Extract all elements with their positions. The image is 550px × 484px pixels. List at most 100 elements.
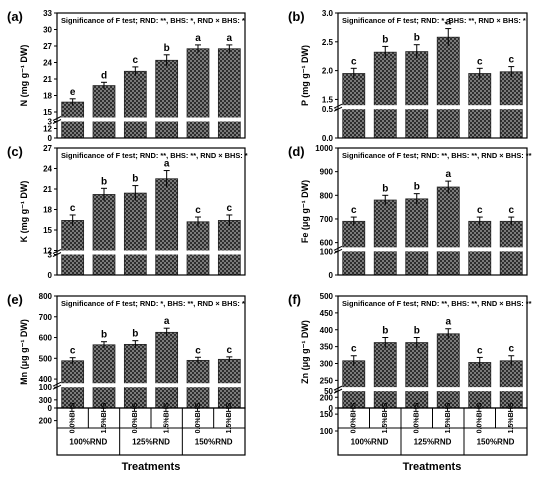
- y-tick-label: 800: [39, 292, 53, 301]
- y-tick-label: 100: [320, 427, 334, 436]
- y-tick-label: 24: [43, 165, 52, 174]
- y-tick-label: 0.0: [322, 134, 334, 143]
- y-tick-label: 400: [320, 326, 334, 335]
- y-tick-label: 0: [48, 404, 53, 413]
- plot-frame: [337, 12, 528, 139]
- y-axis-label: Zn (μg g⁻¹ DW): [300, 320, 310, 384]
- y-tick-label: 0: [329, 271, 334, 280]
- bar: [436, 36, 460, 139]
- significance-letter: c: [70, 346, 76, 357]
- y-tick-label: 12: [43, 125, 52, 134]
- bar: [92, 194, 116, 276]
- axis-break-mark: [52, 116, 62, 121]
- axis-break-mark: [333, 103, 343, 109]
- panel-label: (c): [7, 144, 23, 159]
- significance-letter: a: [164, 316, 170, 327]
- y-tick-label: 21: [43, 185, 52, 194]
- panel-a: e d c b a a 0 312 15 18 21 24 27 30 33 N (mg g⁻¹ DW) Sig…: [7, 9, 246, 143]
- y-tick-label: 100: [320, 247, 334, 256]
- significance-letter: c: [477, 205, 483, 216]
- bar: [155, 178, 179, 276]
- significance-letter: c: [508, 55, 514, 66]
- bar: [61, 220, 85, 276]
- significance-letter: e: [70, 87, 76, 98]
- significance-letter: a: [445, 169, 451, 180]
- category-label: 1.5%BHS: [508, 402, 515, 433]
- category-label: 0.0%BHS: [195, 402, 202, 433]
- panel-label: (d): [288, 144, 305, 159]
- bar: [499, 360, 523, 409]
- bar: [436, 333, 460, 409]
- bar: [373, 199, 397, 276]
- category-label: 0.0%BHS: [351, 402, 358, 433]
- x-axis-label-right: Treatments: [403, 461, 462, 473]
- bar: [468, 362, 492, 409]
- y-tick-label: 2.5: [322, 38, 334, 47]
- significance-letter: a: [164, 159, 170, 170]
- y-tick-label: 3: [48, 118, 53, 127]
- y-tick-label: 250: [320, 376, 334, 385]
- significance-letter: a: [195, 33, 201, 44]
- y-tick-label: 500: [39, 354, 53, 363]
- y-tick-label: 0: [329, 404, 334, 413]
- axis-break-band: [332, 387, 527, 392]
- group-label: 125%RND: [414, 438, 452, 447]
- group-label: 100%RND: [351, 438, 389, 447]
- significance-letter: c: [508, 205, 514, 216]
- chart-title: Significance of F test; RND: *, BHS: **,…: [342, 16, 526, 25]
- panel-label: (e): [7, 292, 23, 307]
- plot-frame: [56, 295, 246, 409]
- category-label: 1.5%BHS: [445, 402, 452, 433]
- significance-letter: c: [351, 205, 357, 216]
- y-tick-label: 700: [320, 215, 334, 224]
- panel-label: (a): [7, 9, 23, 24]
- bar: [373, 342, 397, 409]
- chart-title: Significance of F test; RND: **, BHS: **…: [342, 299, 532, 308]
- y-tick-label: 600: [39, 334, 53, 343]
- panel-b: c b b a c c 0.0 0.51.5 2.0 2.5 3.0 P (mg g⁻¹ DW) Sig…: [288, 9, 528, 143]
- bar: [186, 221, 210, 276]
- panel-label: (f): [288, 292, 301, 307]
- y-tick-label: 3: [48, 251, 53, 260]
- group-label: 100%RND: [69, 438, 107, 447]
- significance-letter: b: [382, 183, 388, 194]
- y-axis-label: N (mg g⁻¹ DW): [19, 45, 29, 107]
- x-axis-label-left: Treatments: [122, 461, 181, 473]
- significance-letter: b: [101, 330, 107, 341]
- axis-break-band: [332, 105, 527, 110]
- y-tick-label: 0: [48, 271, 53, 280]
- panel-f: c b b a c c 0 50 100 150 200 250 300 350 400 450 500 Zn (…: [288, 292, 532, 456]
- y-tick-label: 300: [39, 396, 53, 405]
- significance-letter: c: [227, 345, 233, 356]
- category-label: 1.5%BHS: [164, 402, 171, 433]
- axis-break-mark: [333, 385, 343, 391]
- y-tick-label: 600: [320, 239, 334, 248]
- y-tick-label: 27: [43, 42, 52, 51]
- y-axis-label: P (mg g⁻¹ DW): [300, 45, 310, 106]
- significance-letter: a: [445, 17, 451, 28]
- chart-title: Significance of F test; RND: *, BHS: **,…: [61, 299, 245, 308]
- bar: [499, 71, 523, 139]
- y-axis-label: Fe (μg g⁻¹ DW): [300, 180, 310, 243]
- bar: [217, 48, 241, 139]
- category-label: 1.5%BHS: [226, 402, 233, 433]
- bar: [123, 343, 147, 409]
- axis-break-mark: [333, 245, 343, 251]
- significance-letter: a: [227, 33, 233, 44]
- y-tick-label: 450: [320, 309, 334, 318]
- chart-title: Significance of F test; RND: **, BHS: **…: [61, 151, 248, 160]
- chart-title: Significance of F test; RND: **, BHS: **…: [342, 151, 532, 160]
- bar: [405, 342, 429, 409]
- bar: [186, 48, 210, 139]
- chart-title: Significance of F test; RND: **, BHS: *,…: [61, 16, 245, 25]
- category-label: 0.0%BHS: [477, 402, 484, 433]
- y-tick-label: 500: [320, 292, 334, 301]
- y-tick-label: 1.5: [322, 95, 334, 104]
- significance-letter: c: [195, 205, 201, 216]
- significance-letter: c: [351, 56, 357, 67]
- significance-letter: c: [227, 203, 233, 214]
- y-tick-label: 700: [39, 313, 53, 322]
- y-tick-label: 50: [324, 387, 333, 396]
